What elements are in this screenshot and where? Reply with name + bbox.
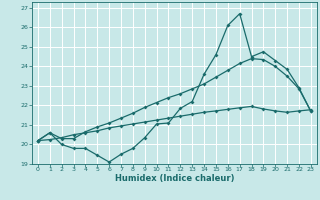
X-axis label: Humidex (Indice chaleur): Humidex (Indice chaleur) — [115, 174, 234, 183]
